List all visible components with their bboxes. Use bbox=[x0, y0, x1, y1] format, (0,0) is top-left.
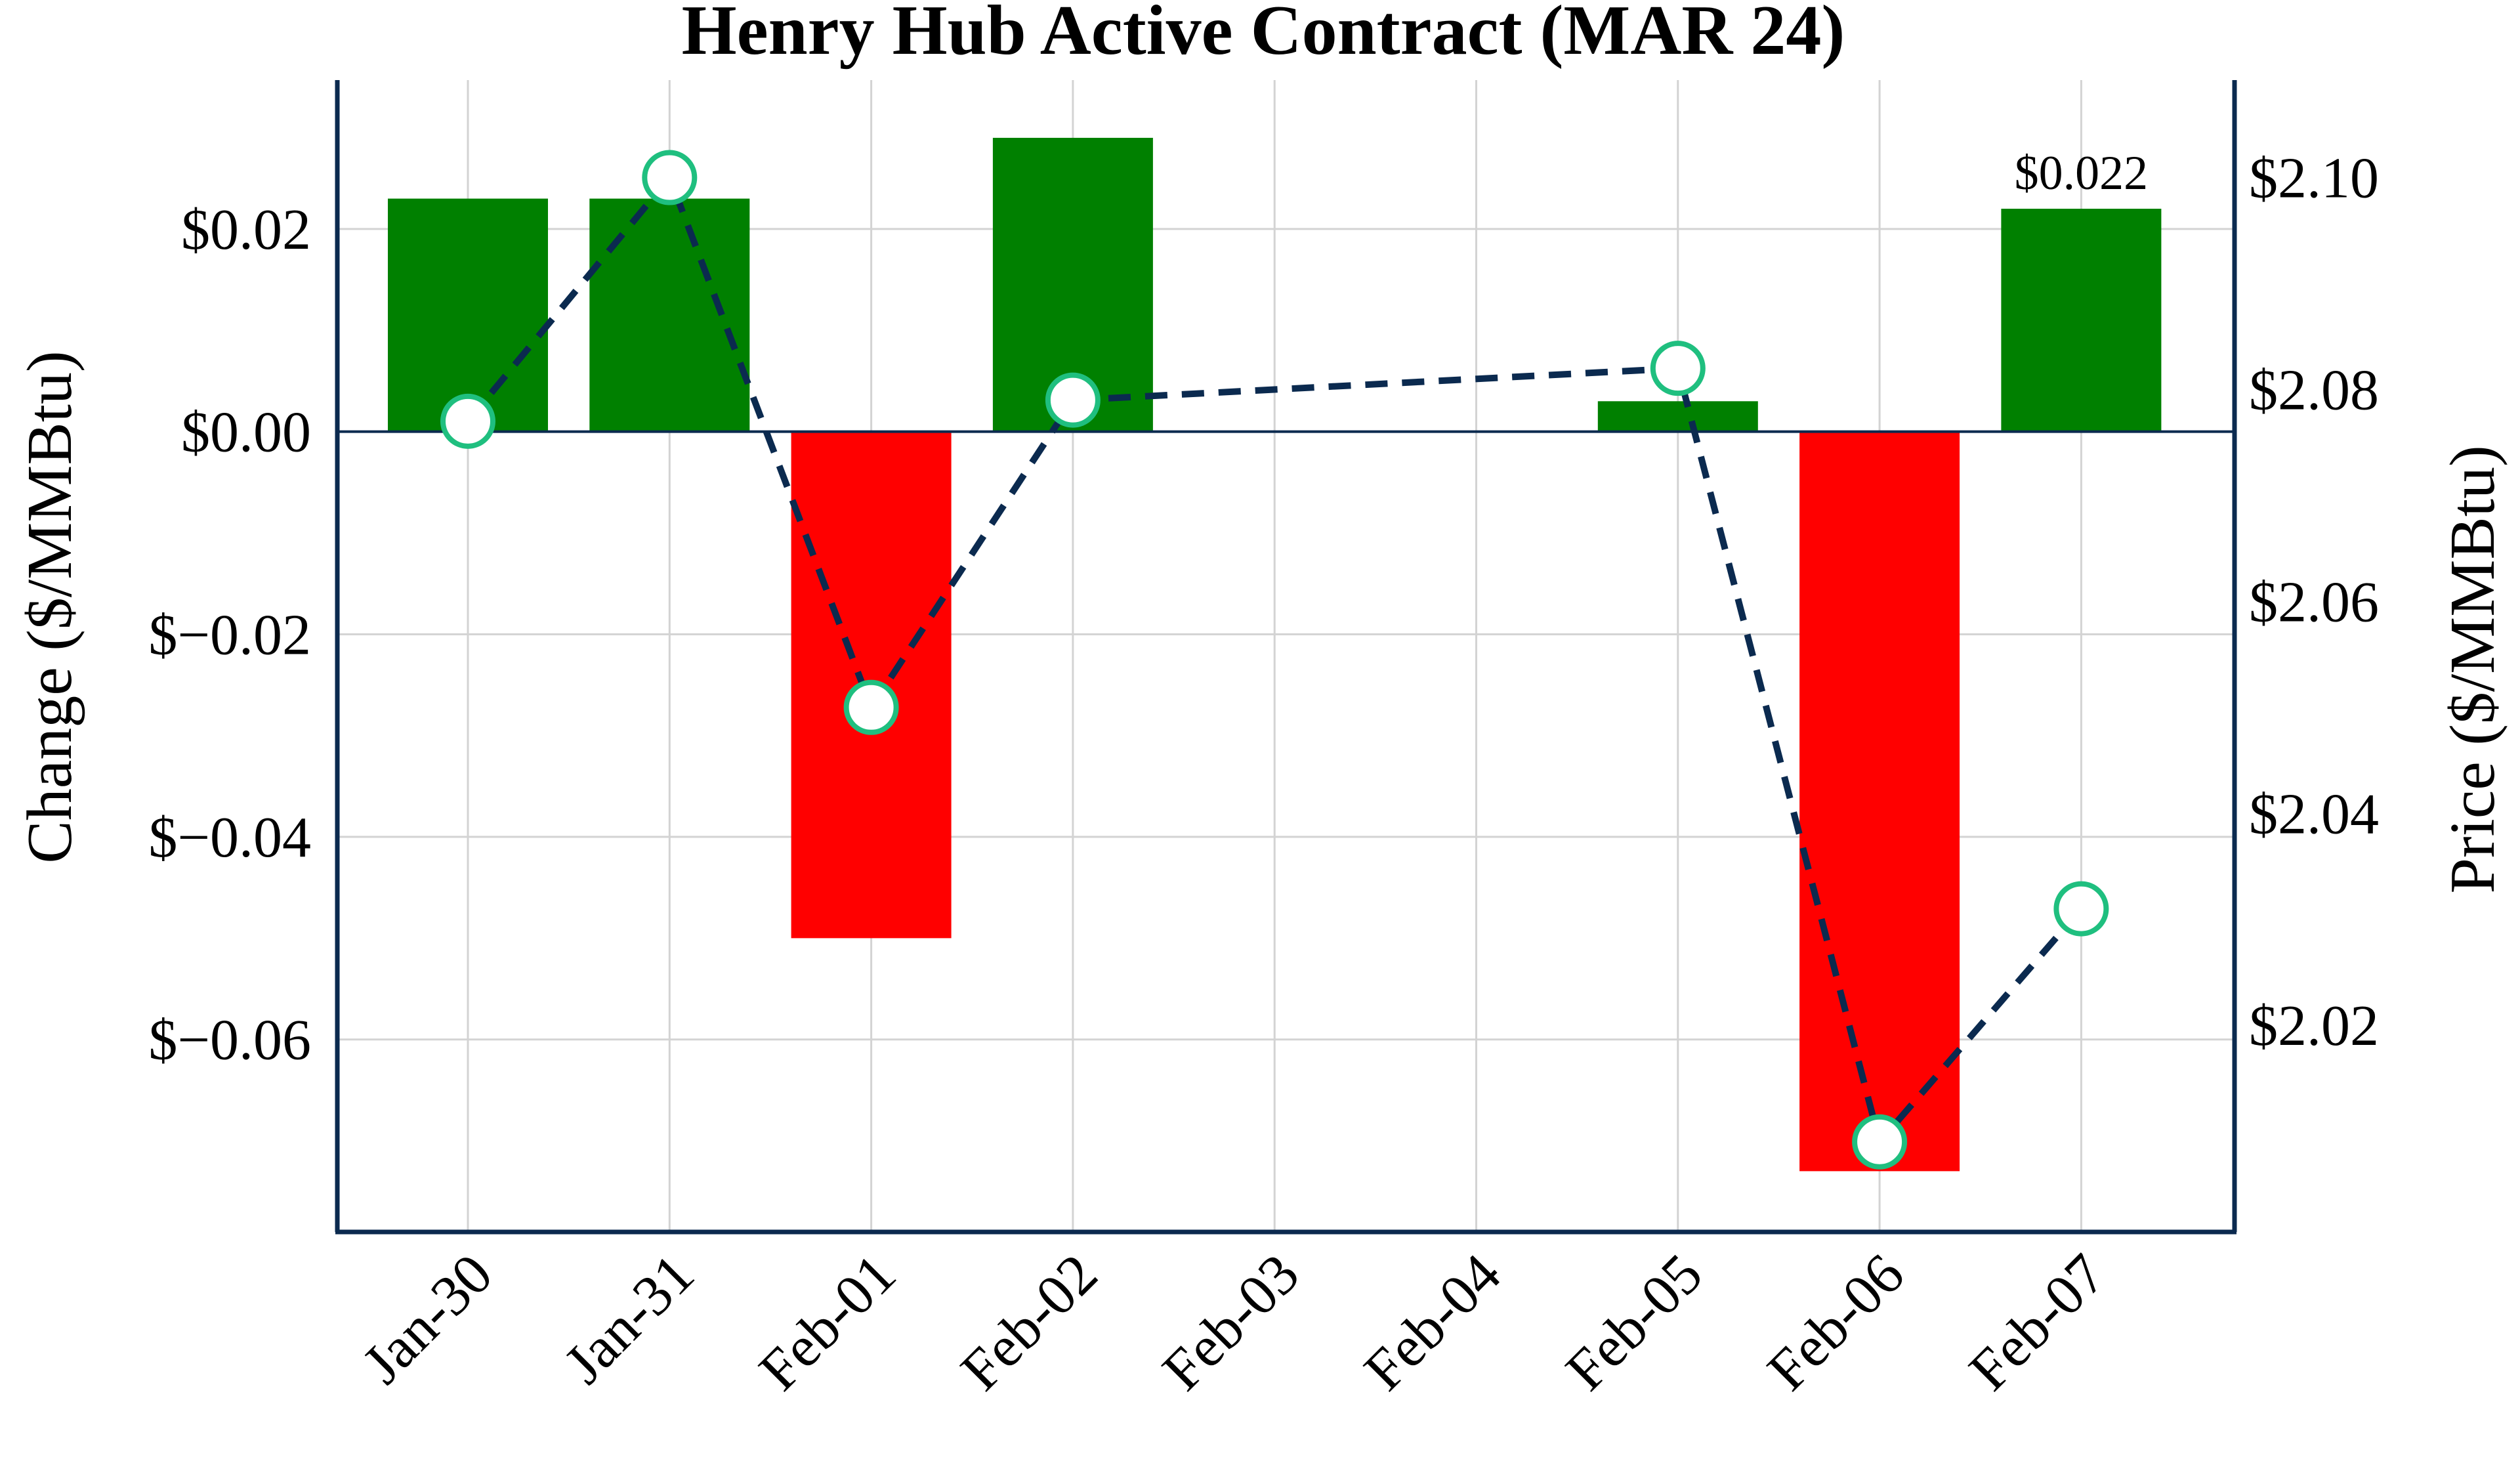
price-point-feb-05 bbox=[1650, 341, 1706, 396]
bar-feb-05 bbox=[1597, 401, 1758, 432]
x-tick-label: Feb-06 bbox=[1755, 1242, 1916, 1403]
x-tick-label: Feb-05 bbox=[1554, 1242, 1715, 1403]
right-axis-label: Price ($/MMBtu) bbox=[2437, 445, 2508, 893]
left-tick-label: $−0.06 bbox=[148, 1009, 311, 1072]
right-tick-label: $2.06 bbox=[2249, 570, 2379, 634]
price-point-jan-30 bbox=[440, 393, 495, 449]
price-point-feb-02 bbox=[1045, 372, 1101, 428]
x-tick-label: Jan-30 bbox=[351, 1242, 505, 1396]
left-tick-label: $0.02 bbox=[181, 198, 311, 262]
right-tick-label: $2.10 bbox=[2249, 147, 2379, 211]
price-point-jan-31 bbox=[642, 150, 698, 205]
annotations: $0.022 bbox=[2015, 146, 2149, 200]
right-tick-label: $2.08 bbox=[2249, 358, 2379, 422]
x-tick-label: Feb-02 bbox=[949, 1242, 1110, 1403]
x-tick-label: Jan-31 bbox=[553, 1242, 706, 1396]
x-tick-label: Feb-07 bbox=[1958, 1242, 2118, 1403]
left-tick-label: $−0.02 bbox=[148, 603, 311, 667]
bar-feb-07 bbox=[2001, 209, 2162, 432]
left-tick-label: $0.00 bbox=[181, 401, 311, 465]
price-point-feb-01 bbox=[843, 679, 899, 735]
price-point-feb-07 bbox=[2053, 881, 2109, 937]
axes-frame bbox=[335, 80, 2237, 1235]
bar-jan-30 bbox=[388, 198, 548, 432]
left-tick-label: $−0.04 bbox=[148, 806, 311, 870]
x-tick-label: Feb-04 bbox=[1353, 1242, 1513, 1403]
x-tick-label: Feb-03 bbox=[1150, 1242, 1311, 1403]
bar-jan-31 bbox=[589, 198, 750, 432]
left-axis-label: Change ($/MMBtu) bbox=[14, 350, 85, 863]
bar-value-label: $0.022 bbox=[2015, 146, 2149, 200]
right-tick-label: $2.04 bbox=[2249, 782, 2379, 846]
chart-title: Henry Hub Active Contract (MAR 24) bbox=[682, 0, 1845, 70]
price-markers bbox=[440, 150, 2109, 1170]
x-tick-label: Feb-01 bbox=[747, 1242, 908, 1403]
right-tick-label: $2.02 bbox=[2249, 994, 2379, 1058]
price-point-feb-06 bbox=[1852, 1114, 1908, 1170]
bar-feb-06 bbox=[1799, 431, 1960, 1172]
